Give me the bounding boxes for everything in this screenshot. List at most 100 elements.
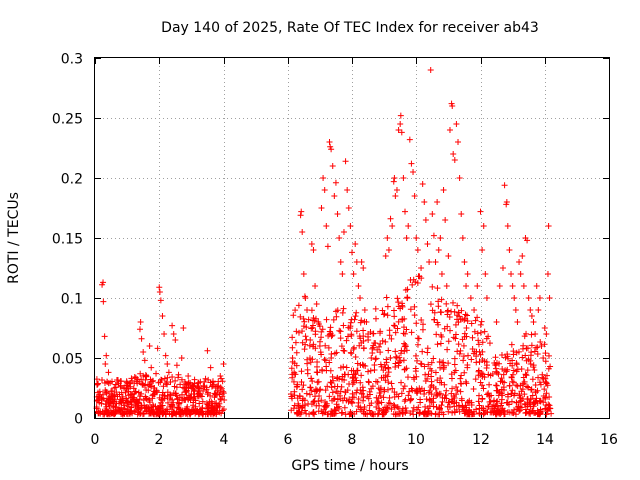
data-point — [164, 399, 171, 406]
data-point — [173, 409, 180, 416]
data-point — [499, 365, 506, 372]
data-point — [377, 330, 383, 337]
data-point — [506, 247, 513, 253]
data-point — [429, 283, 436, 290]
data-point — [410, 411, 417, 418]
data-point — [483, 335, 490, 342]
data-point — [502, 354, 509, 361]
data-point — [475, 341, 482, 348]
data-point — [457, 388, 464, 395]
data-point — [498, 386, 505, 393]
data-point — [342, 389, 349, 396]
data-point — [134, 411, 141, 418]
data-point — [458, 211, 465, 217]
data-point — [290, 378, 297, 385]
data-point — [318, 205, 325, 211]
data-point — [210, 381, 217, 388]
data-point — [328, 351, 335, 358]
data-point — [182, 384, 189, 391]
data-point — [100, 395, 107, 402]
data-point — [372, 305, 379, 312]
data-point — [514, 383, 521, 390]
data-point — [309, 322, 316, 329]
data-point — [322, 387, 329, 394]
data-point — [477, 329, 484, 336]
data-point — [538, 343, 545, 349]
data-point — [297, 313, 304, 320]
data-point — [450, 393, 457, 400]
data-point — [312, 393, 319, 400]
data-point — [433, 331, 440, 338]
data-point — [196, 400, 203, 407]
data-point — [437, 364, 444, 371]
data-point — [370, 344, 377, 351]
data-point — [340, 347, 347, 354]
data-point — [161, 375, 168, 382]
data-point — [146, 343, 153, 349]
data-point — [399, 407, 406, 414]
data-point — [391, 175, 398, 181]
data-point — [497, 378, 504, 385]
data-point — [190, 395, 197, 402]
data-point — [335, 405, 342, 412]
data-point — [208, 398, 215, 405]
data-point — [453, 121, 460, 127]
y-tick-label: 0.2 — [61, 172, 83, 188]
data-point — [367, 367, 374, 374]
data-point — [164, 389, 171, 396]
data-point — [518, 397, 525, 404]
data-point — [290, 405, 297, 412]
data-point — [417, 388, 424, 395]
data-point — [182, 389, 189, 396]
data-point — [390, 401, 397, 408]
data-point — [383, 294, 390, 301]
data-point — [112, 404, 119, 411]
data-point — [306, 342, 313, 349]
data-point — [162, 352, 169, 359]
data-point — [543, 372, 550, 379]
x-tick-label: 12 — [472, 432, 490, 448]
data-point — [376, 343, 383, 350]
data-point — [102, 361, 109, 367]
data-point — [114, 377, 121, 384]
data-point — [357, 319, 364, 326]
data-point — [463, 283, 470, 289]
y-tick-label: 0.1 — [61, 292, 83, 308]
data-point — [194, 393, 201, 400]
data-point — [527, 357, 534, 364]
data-point — [509, 371, 516, 378]
data-point — [438, 402, 445, 409]
data-point — [432, 369, 439, 376]
data-point — [358, 372, 365, 379]
data-point — [219, 407, 226, 414]
data-point — [474, 330, 481, 337]
data-point — [517, 271, 524, 277]
data-point — [503, 199, 510, 205]
data-point — [354, 367, 361, 374]
data-point — [545, 365, 552, 372]
data-point — [208, 404, 215, 411]
data-point — [541, 325, 548, 331]
data-point — [329, 163, 336, 169]
data-point — [373, 403, 380, 410]
data-point — [509, 378, 516, 385]
data-point — [483, 295, 490, 301]
data-point — [504, 223, 511, 229]
data-point — [537, 381, 544, 388]
data-point — [128, 401, 135, 408]
data-point — [534, 350, 541, 357]
data-point — [159, 410, 166, 417]
data-point — [509, 283, 516, 289]
data-point — [143, 387, 150, 394]
data-point — [312, 331, 319, 338]
data-point — [439, 359, 446, 366]
data-point — [515, 348, 522, 355]
data-point — [411, 303, 418, 310]
data-point — [548, 410, 555, 417]
data-point — [180, 325, 187, 331]
x-tick-labels: 0 2 4 6 8 10 12 14 16 — [91, 432, 618, 448]
plot-frame — [94, 57, 610, 419]
data-point — [451, 361, 458, 368]
data-point — [444, 323, 451, 330]
data-point — [446, 127, 453, 133]
